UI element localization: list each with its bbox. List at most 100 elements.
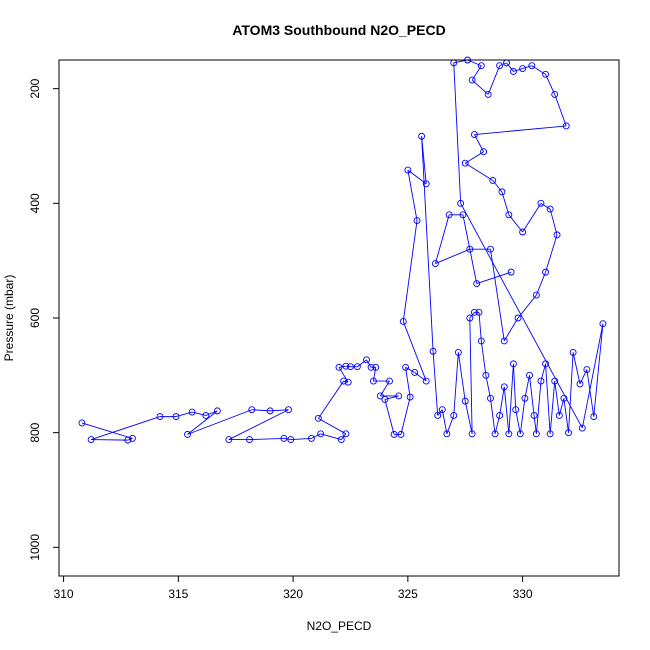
data-point (347, 363, 354, 371)
series-segment (513, 68, 523, 72)
series-segment (345, 365, 351, 368)
data-point (473, 280, 481, 288)
series-segment (492, 180, 503, 193)
series-segment (474, 125, 567, 135)
series-segment (522, 65, 532, 70)
data-point (445, 211, 453, 219)
series-segment (503, 317, 519, 342)
data-point (526, 371, 533, 379)
data-point (514, 314, 522, 322)
series-segment (460, 203, 583, 429)
data-point (519, 65, 527, 73)
data-point (87, 436, 95, 443)
data-point (542, 268, 550, 276)
data-point (578, 424, 586, 432)
x-axis: 310 315 320 325 330 (54, 575, 533, 601)
data-point (386, 377, 393, 385)
series-segment (421, 136, 434, 352)
series-segment (407, 169, 418, 221)
series-segment (464, 162, 494, 181)
data-point (335, 363, 343, 371)
data-point (280, 434, 288, 442)
series-segment (81, 422, 133, 439)
x-tick-label: 325 (398, 587, 418, 601)
data-point (466, 314, 474, 322)
series-segment (127, 437, 133, 441)
series-segment (434, 214, 450, 264)
series-segment (480, 340, 487, 376)
data-point (516, 430, 524, 438)
data-point (411, 369, 419, 376)
data-point (537, 377, 545, 385)
data-point (406, 393, 414, 401)
data-point (521, 394, 529, 402)
y-axis: 200 400 600 800 1000 (28, 78, 60, 561)
series-segment (402, 220, 418, 322)
data-point (505, 211, 513, 219)
data-point (395, 392, 403, 400)
series-segment (524, 375, 530, 399)
series-segment (228, 409, 289, 440)
series-segment (545, 363, 551, 434)
series-segment (467, 59, 482, 67)
data-point (542, 70, 550, 78)
x-tick-label: 315 (168, 587, 188, 601)
series-segment (343, 380, 349, 383)
data-point (477, 337, 485, 345)
series-segment (283, 437, 291, 440)
data-point (431, 260, 439, 267)
series-segment (462, 214, 478, 284)
data-point (491, 430, 499, 438)
data-point (124, 436, 132, 444)
series-segment (192, 411, 206, 416)
data-point (546, 430, 554, 438)
y-tick-label: 800 (28, 422, 42, 442)
data-point (546, 205, 554, 213)
data-point (530, 412, 538, 419)
series-segment (457, 352, 466, 402)
series-segment (384, 399, 395, 435)
series-segment (503, 386, 510, 434)
data-point (480, 148, 488, 156)
data-point (413, 217, 421, 224)
series-segment (508, 214, 523, 233)
data-point (314, 414, 322, 422)
series-segment (318, 417, 347, 435)
data-point (376, 392, 384, 400)
series-segment (517, 294, 537, 319)
series-segment (549, 208, 558, 235)
data-point (344, 378, 352, 386)
data-point (565, 429, 572, 437)
data-point (443, 430, 451, 438)
data-point (459, 211, 467, 219)
data-point (340, 377, 348, 385)
series-segment (187, 410, 218, 435)
series-segment (499, 62, 507, 67)
data-point (484, 90, 492, 98)
data-point (381, 395, 389, 403)
data-point (353, 363, 361, 371)
series-segment (487, 65, 501, 95)
data-point (172, 413, 180, 421)
series-segment (540, 202, 551, 210)
data-point (317, 430, 325, 438)
series-segment (340, 433, 347, 440)
data-point (461, 397, 469, 405)
series-segment (437, 409, 443, 416)
data-point (184, 430, 191, 438)
series-segment (384, 395, 399, 400)
data-point (367, 363, 375, 371)
series-segment (414, 372, 427, 382)
data-point (500, 383, 508, 391)
data-point (402, 363, 410, 371)
data-point (128, 434, 136, 442)
data-point (468, 76, 476, 84)
data-point (532, 291, 540, 299)
data-point (434, 412, 442, 419)
series-segment (469, 317, 473, 434)
data-point (248, 406, 256, 414)
data-point (532, 430, 540, 438)
series-segment (478, 312, 482, 341)
